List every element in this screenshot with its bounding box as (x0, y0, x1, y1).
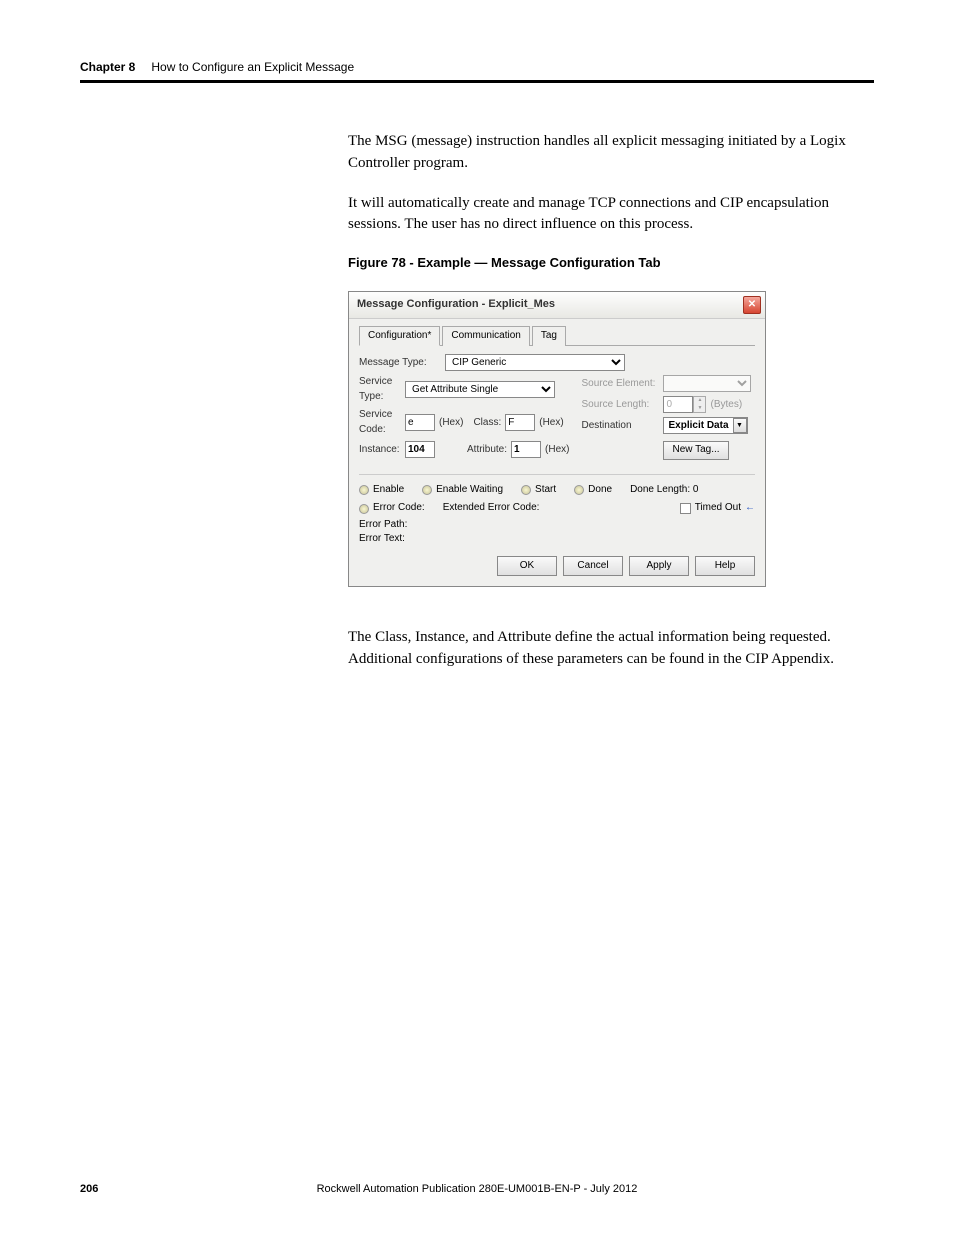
apply-button[interactable]: Apply (629, 556, 689, 577)
destination-label: Destination (581, 419, 659, 434)
page-footer: 206 Rockwell Automation Publication 280E… (80, 1183, 874, 1195)
dialog-title: Message Configuration - Explicit_Mes (357, 297, 555, 313)
done-led-icon (574, 485, 584, 495)
cancel-button[interactable]: Cancel (563, 556, 623, 577)
figure-caption: Figure 78 - Example — Message Configurat… (348, 254, 874, 273)
paragraph-3: The Class, Instance, and Attribute defin… (348, 627, 874, 671)
instance-input[interactable] (405, 441, 435, 458)
service-type-label: Service Type: (359, 375, 401, 404)
tab-communication[interactable]: Communication (442, 326, 529, 347)
arrow-left-icon: ← (745, 501, 755, 516)
enable-waiting-label: Enable Waiting (436, 483, 503, 498)
status-row: Enable Enable Waiting Start Done Done Le… (359, 474, 755, 498)
done-length-label: Done Length: 0 (630, 483, 698, 498)
extended-error-label: Extended Error Code: (443, 501, 540, 516)
tab-tag[interactable]: Tag (532, 326, 566, 347)
new-tag-button[interactable]: New Tag... (663, 441, 728, 460)
class-label: Class: (473, 416, 501, 431)
msg-config-dialog: Message Configuration - Explicit_Mes ✕ C… (348, 291, 766, 588)
service-type-select[interactable]: Get Attribute Single (405, 381, 555, 398)
error-path-label: Error Path: (359, 518, 755, 532)
message-type-select[interactable]: CIP Generic (445, 354, 625, 371)
source-element-label: Source Element: (581, 377, 659, 392)
attribute-label: Attribute: (467, 443, 507, 458)
page-number: 206 (80, 1183, 98, 1195)
bytes-label: (Bytes) (710, 398, 742, 413)
hex-label-2: (Hex) (539, 416, 563, 431)
timed-out-label: Timed Out (695, 501, 741, 516)
body-content: The MSG (message) instruction handles al… (348, 131, 874, 671)
tab-configuration[interactable]: Configuration* (359, 326, 440, 347)
publication-info: Rockwell Automation Publication 280E-UM0… (317, 1183, 638, 1195)
chapter-label: Chapter 8 (80, 60, 135, 74)
source-element-select (663, 375, 751, 392)
error-text-label: Error Text: (359, 532, 755, 546)
error-code-label: Error Code: (373, 501, 425, 516)
page-header: Chapter 8 How to Configure an Explicit M… (80, 60, 874, 83)
chevron-down-icon: ▼ (733, 418, 747, 433)
paragraph-1: The MSG (message) instruction handles al… (348, 131, 874, 175)
enable-waiting-led-icon (422, 485, 432, 495)
service-code-label: Service Code: (359, 408, 401, 437)
ok-button[interactable]: OK (497, 556, 557, 577)
enable-label: Enable (373, 483, 404, 498)
enable-led-icon (359, 485, 369, 495)
tab-strip: Configuration* Communication Tag (359, 325, 755, 347)
dialog-body: Configuration* Communication Tag Message… (349, 319, 765, 587)
done-label: Done (588, 483, 612, 498)
instance-label: Instance: (359, 443, 401, 458)
source-length-label: Source Length: (581, 398, 659, 413)
start-led-icon (521, 485, 531, 495)
dialog-titlebar: Message Configuration - Explicit_Mes ✕ (349, 292, 765, 319)
help-button[interactable]: Help (695, 556, 755, 577)
message-type-label: Message Type: (359, 356, 441, 371)
destination-dropdown[interactable]: Explicit Data ▼ (663, 417, 747, 434)
timed-out-checkbox[interactable] (680, 503, 691, 514)
close-button[interactable]: ✕ (743, 296, 761, 314)
attribute-input[interactable] (511, 441, 541, 458)
error-led-icon (359, 504, 369, 514)
destination-value: Explicit Data (664, 419, 732, 434)
hex-label-3: (Hex) (545, 443, 569, 458)
hex-label-1: (Hex) (439, 416, 463, 431)
paragraph-2: It will automatically create and manage … (348, 193, 874, 237)
class-input[interactable] (505, 414, 535, 431)
source-length-input (663, 396, 693, 413)
service-code-input[interactable] (405, 414, 435, 431)
chapter-title: How to Configure an Explicit Message (151, 60, 354, 74)
start-label: Start (535, 483, 556, 498)
spinner-icon: ▲▼ (693, 396, 706, 413)
